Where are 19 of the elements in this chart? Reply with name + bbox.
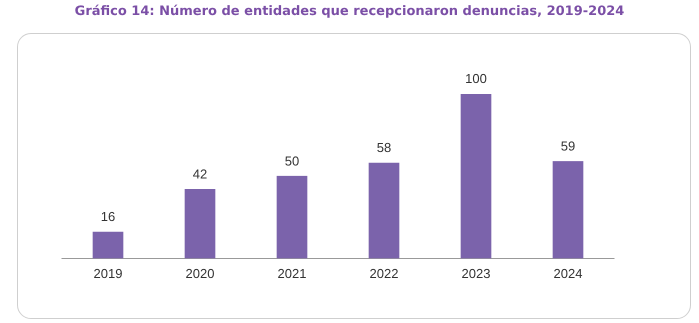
bar — [184, 189, 216, 258]
bar — [276, 176, 308, 258]
bar — [460, 94, 492, 258]
bar — [92, 232, 124, 258]
data-label: 16 — [100, 209, 116, 224]
data-label: 100 — [465, 71, 487, 86]
data-label: 42 — [192, 166, 208, 182]
x-tick-label: 2021 — [278, 266, 306, 281]
data-label: 59 — [560, 138, 576, 154]
x-tick-label: 2022 — [370, 266, 398, 281]
x-tick-label: 2024 — [554, 266, 582, 281]
x-tick-label: 2023 — [462, 266, 490, 281]
x-tick-label: 2019 — [94, 266, 122, 281]
data-label: 58 — [376, 140, 392, 156]
x-tick-label: 2020 — [186, 266, 214, 281]
bar — [368, 162, 400, 258]
chart-title: Gráfico 14: Número de entidades que recepcionaron denuncias, 2019-2024 — [74, 4, 626, 19]
bar — [552, 161, 584, 258]
data-label: 50 — [284, 153, 300, 168]
